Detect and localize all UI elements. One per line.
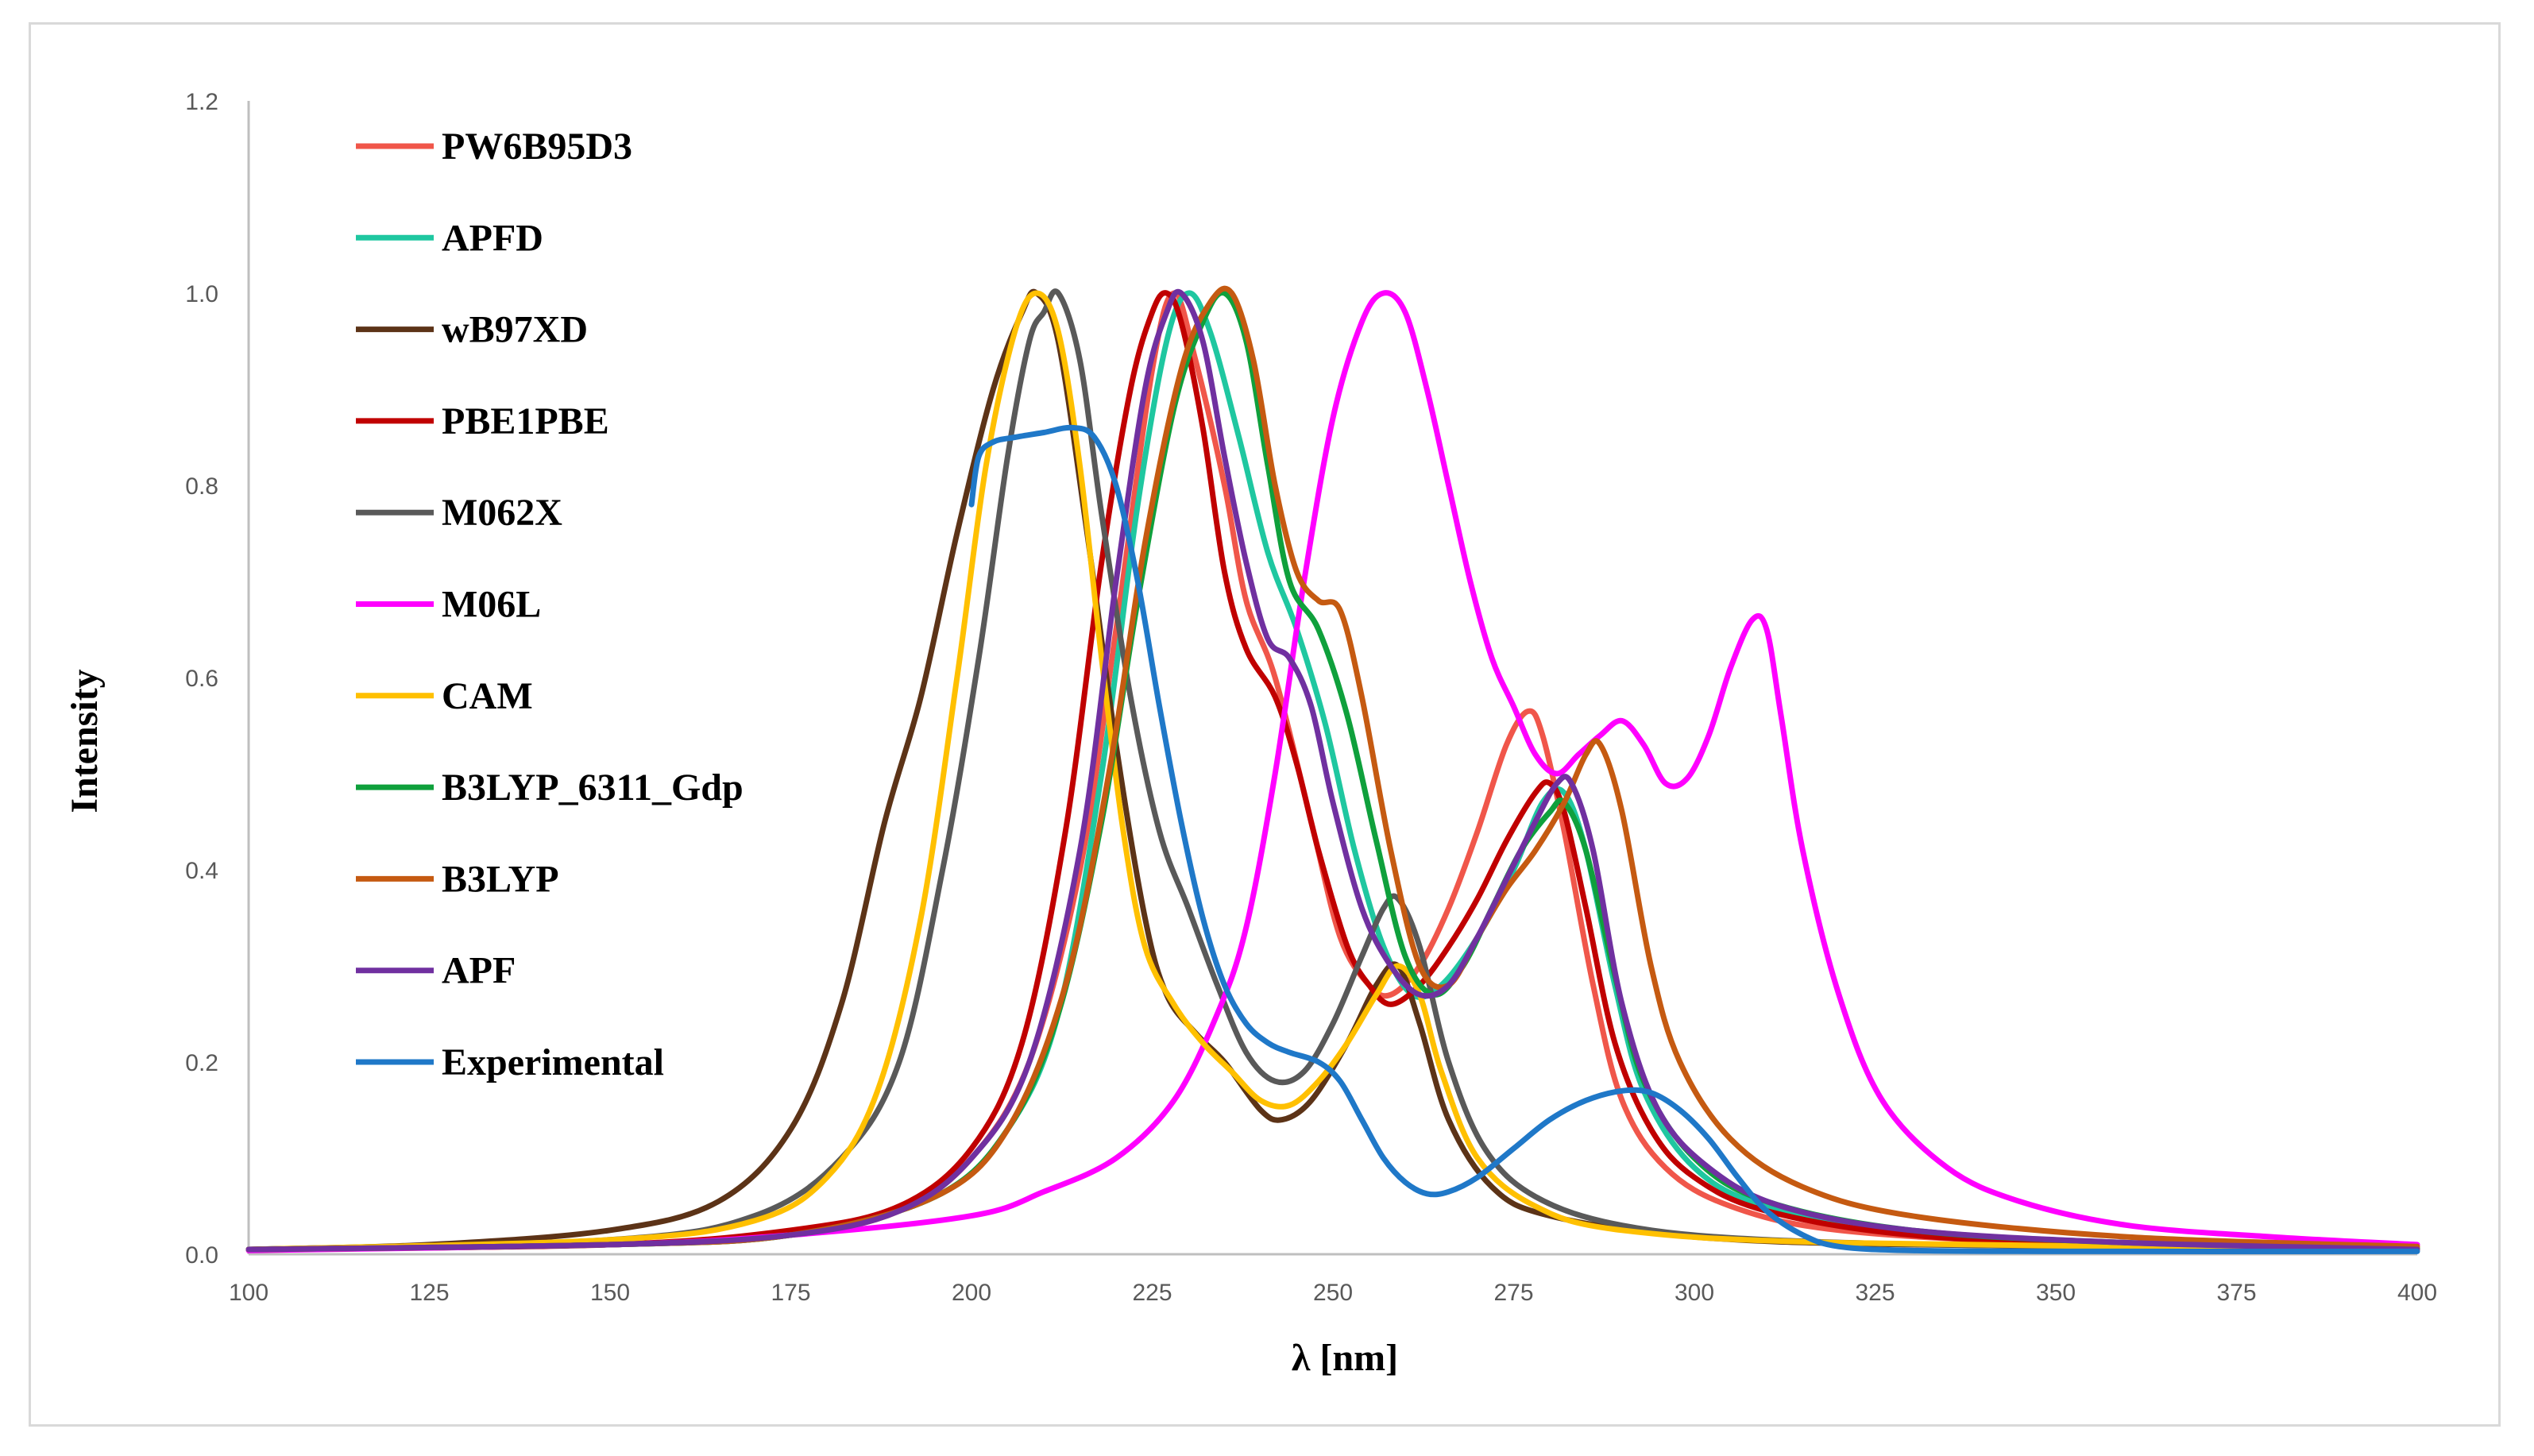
y-tick-label: 0.4 bbox=[185, 858, 218, 884]
x-tick-label: 225 bbox=[1132, 1280, 1172, 1306]
x-axis-title: λ [nm] bbox=[1292, 1337, 1398, 1379]
y-tick-label: 1.2 bbox=[185, 89, 218, 115]
x-tick-label: 275 bbox=[1493, 1280, 1533, 1306]
x-tick-label: 300 bbox=[1675, 1280, 1714, 1306]
series-line-m06l bbox=[245, 290, 2420, 1253]
x-tick-label: 325 bbox=[1855, 1280, 1895, 1306]
x-tick-label: 400 bbox=[2397, 1280, 2437, 1306]
series-line-m062x bbox=[245, 288, 2420, 1253]
x-tick-label: 350 bbox=[2036, 1280, 2076, 1306]
legend-label-m062x: M062X bbox=[442, 492, 562, 534]
legend-label-apfd: APFD bbox=[442, 217, 543, 259]
y-tick-label: 1.0 bbox=[185, 281, 218, 307]
y-tick-label: 0.0 bbox=[185, 1242, 218, 1269]
series-line-b3lyp bbox=[245, 285, 2420, 1253]
y-tick-label: 0.2 bbox=[185, 1050, 218, 1076]
legend-label-pbe1pbe: PBE1PBE bbox=[442, 400, 609, 442]
legend: PW6B95D3 APFD wB97XD PBE1PBE M062X M06L CAM B3L… bbox=[356, 126, 744, 1083]
x-tick-label: 100 bbox=[229, 1280, 268, 1306]
x-tick-label: 125 bbox=[409, 1280, 449, 1306]
series-line-experimental bbox=[968, 424, 2420, 1254]
legend-label-b3lyp-6311-gdp: B3LYP_6311_Gdp bbox=[442, 767, 744, 809]
legend-label-m06l: M06L bbox=[442, 584, 541, 626]
legend-label-b3lyp: B3LYP bbox=[442, 858, 559, 900]
x-tick-label: 150 bbox=[590, 1280, 630, 1306]
series-line-apf bbox=[245, 288, 2420, 1253]
series-line-cam bbox=[245, 290, 2420, 1253]
y-tick-label: 0.6 bbox=[185, 666, 218, 692]
x-tick-label: 200 bbox=[952, 1280, 991, 1306]
legend-label-pw6b95d3: PW6B95D3 bbox=[442, 126, 632, 168]
x-tick-label: 375 bbox=[2216, 1280, 2256, 1306]
y-axis-title: Intensity bbox=[64, 669, 106, 813]
series-line-wb97xd bbox=[245, 288, 2420, 1253]
series-line-pbe1pbe bbox=[245, 290, 2420, 1253]
legend-label-apf: APF bbox=[442, 950, 516, 992]
legend-label-wb97xd: wB97XD bbox=[442, 309, 588, 351]
legend-label-cam: CAM bbox=[442, 675, 533, 717]
chart-frame bbox=[29, 22, 2501, 1427]
y-tick-label: 0.8 bbox=[185, 473, 218, 500]
axes: 100 125 150 175 200 225 250 275 300 325 350 375 400 0… bbox=[185, 89, 2437, 1306]
x-tick-label: 250 bbox=[1313, 1280, 1353, 1306]
legend-label-experimental: Experimental bbox=[442, 1041, 664, 1083]
curves bbox=[245, 285, 2420, 1254]
x-tick-label: 175 bbox=[771, 1280, 810, 1306]
